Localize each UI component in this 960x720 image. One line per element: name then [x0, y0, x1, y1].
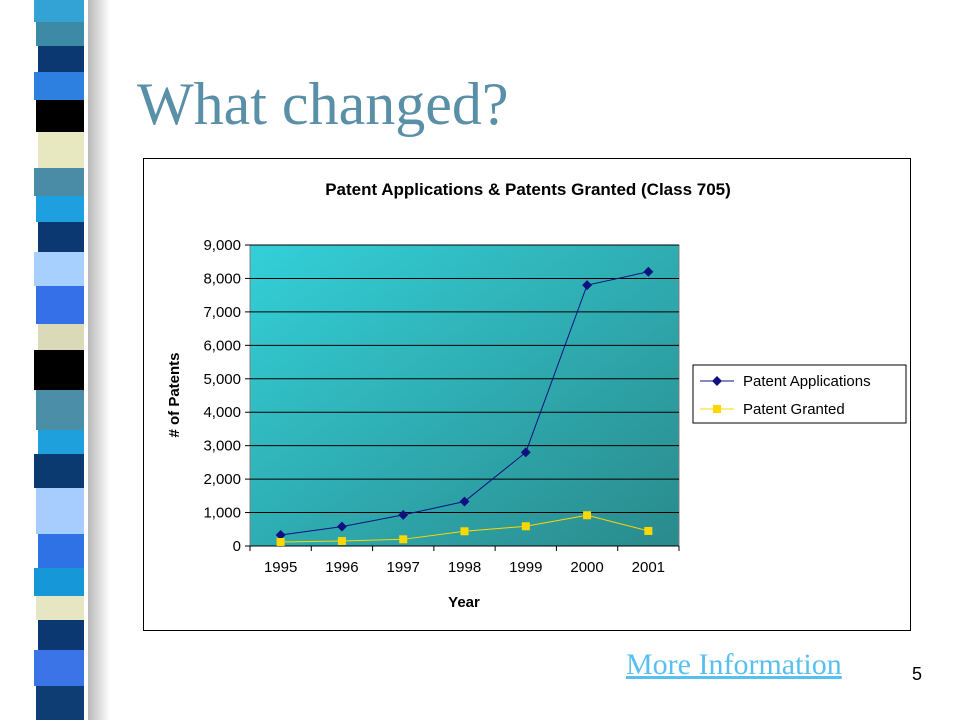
strip-block — [38, 46, 84, 72]
legend: Patent Applications Patent Granted — [692, 364, 907, 424]
data-point-applications — [336, 521, 347, 532]
strip-block — [38, 132, 84, 168]
x-tick-label: 1997 — [387, 559, 420, 576]
strip-block — [34, 568, 84, 596]
legend-label-granted: Patent Granted — [743, 401, 845, 418]
x-tick-label: 1998 — [448, 559, 481, 576]
data-point-applications — [520, 447, 531, 458]
legend-box — [692, 364, 907, 424]
slide-number: 5 — [912, 664, 923, 684]
x-tick-label: 2001 — [632, 559, 665, 576]
data-point-granted — [399, 535, 408, 544]
strip-block — [36, 22, 84, 46]
strip-block — [36, 596, 84, 620]
chart-frame: Patent Applications & Patents Granted (C… — [143, 158, 911, 631]
strip-block — [38, 430, 84, 454]
data-point-granted — [276, 537, 285, 546]
data-point-granted — [583, 511, 592, 520]
y-axis-label: # of Patents — [166, 352, 183, 437]
strip-block — [38, 324, 84, 350]
y-tick-label: 9,000 — [203, 237, 241, 254]
line-chart: Patent Applications & Patents Granted (C… — [166, 180, 907, 611]
data-point-granted — [460, 527, 469, 536]
x-tick-label: 2000 — [570, 559, 603, 576]
plot-area — [249, 244, 680, 547]
y-tick-label: 0 — [233, 538, 241, 555]
legend-marker-granted — [713, 405, 721, 413]
y-tick-label: 3,000 — [203, 438, 241, 455]
y-tick-label: 4,000 — [203, 404, 241, 421]
y-tick-label: 2,000 — [203, 471, 241, 488]
data-point-granted — [337, 536, 346, 545]
strip-block — [34, 252, 84, 286]
data-point-applications — [459, 496, 470, 507]
y-tick-label: 7,000 — [203, 304, 241, 321]
chart-title: Patent Applications & Patents Granted (C… — [325, 180, 731, 199]
strip-block — [34, 350, 84, 390]
y-tick-label: 5,000 — [203, 371, 241, 388]
data-point-granted — [644, 526, 653, 535]
strip-block — [38, 222, 84, 252]
legend-marker-applications — [712, 376, 722, 386]
x-tick-label: 1999 — [509, 559, 542, 576]
strip-block — [36, 488, 84, 534]
x-axis-label: Year — [448, 594, 480, 611]
y-tick-label: 1,000 — [203, 505, 241, 522]
more-information-link[interactable]: More Information — [626, 648, 842, 681]
strip-block — [36, 390, 84, 430]
strip-block — [36, 100, 84, 132]
y-tick-label: 6,000 — [203, 337, 241, 354]
strip-block — [36, 686, 84, 720]
strip-block — [34, 168, 84, 196]
decorative-color-strip — [28, 0, 110, 720]
data-point-granted — [521, 522, 530, 531]
strip-block — [34, 650, 84, 686]
strip-block — [38, 534, 84, 568]
strip-block — [34, 0, 84, 22]
strip-block — [36, 196, 84, 222]
x-tick-label: 1995 — [264, 559, 297, 576]
legend-label-applications: Patent Applications — [743, 373, 871, 390]
strip-block — [38, 620, 84, 650]
slide-title: What changed? — [137, 71, 509, 137]
x-tick-label: 1996 — [325, 559, 358, 576]
strip-block — [34, 72, 84, 100]
strip-block — [34, 454, 84, 488]
strip-shadow — [88, 0, 110, 720]
strip-block — [36, 286, 84, 324]
y-tick-label: 8,000 — [203, 270, 241, 287]
